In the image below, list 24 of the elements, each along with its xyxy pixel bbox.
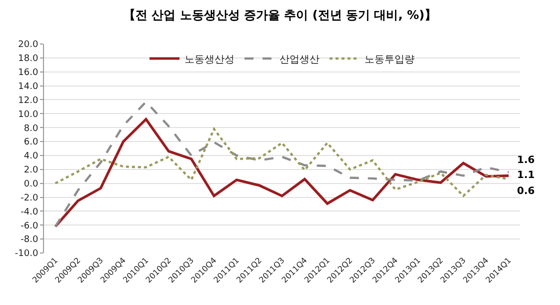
y-tick-label: 18.0 [18, 54, 38, 64]
y-tick-label: 6.0 [24, 138, 38, 148]
data-label: 1.6 [517, 155, 535, 166]
y-tick-label: 2.0 [24, 166, 38, 176]
y-tick-label: 14.0 [18, 82, 38, 92]
y-tick-label: 0.0 [24, 179, 38, 190]
legend-label: 노동투입량 [364, 54, 414, 66]
legend-label: 노동생산성 [184, 54, 234, 66]
y-tick-label: 16.0 [18, 68, 38, 78]
y-tick-label: 4.0 [24, 152, 38, 162]
legend-label: 산업생산 [280, 54, 320, 66]
y-tick-label: 10.0 [18, 110, 38, 120]
y-tick-label: -8.0 [20, 235, 38, 246]
y-tick-label: 12.0 [18, 96, 38, 106]
y-tick-label: -4.0 [20, 207, 38, 218]
y-tick-label: -6.0 [20, 221, 38, 232]
y-tick-label: 20.0 [18, 40, 38, 50]
line-series [54, 128, 510, 197]
y-tick-label: -2.0 [20, 193, 38, 204]
y-tick-label: 8.0 [24, 124, 38, 134]
data-label: 0.6 [517, 186, 535, 197]
chart-title: 【전 산업 노동생산성 증가율 추이 (전년 동기 대비, %)】 [124, 8, 436, 22]
data-label: 1.1 [517, 170, 535, 181]
y-tick-label: -10.0 [14, 249, 38, 260]
